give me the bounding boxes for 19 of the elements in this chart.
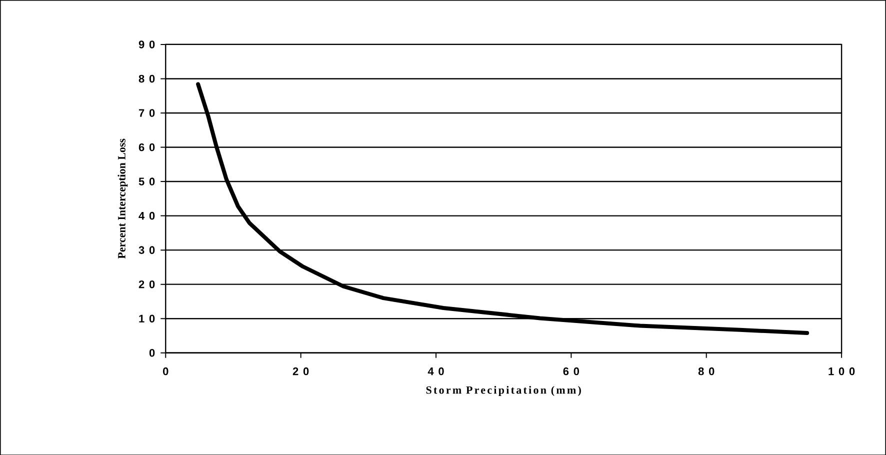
line-series	[196, 82, 810, 335]
y-tick-label: 1 0	[139, 314, 155, 322]
y-tick-label: 8 0	[138, 74, 155, 82]
y-tick-label: 5 0	[138, 177, 155, 186]
y-tick-label: 7 0	[138, 108, 155, 117]
y-tick-label: 2 0	[138, 280, 155, 288]
x-tick-label: 4 0	[428, 367, 444, 375]
y-tick-label: 4 0	[138, 212, 155, 220]
y-tick-label: 9 0	[138, 40, 155, 48]
x-tick-label: 8 0	[698, 367, 714, 375]
x-tick-label: 0	[163, 367, 168, 375]
x-tick-label: 6 0	[563, 367, 580, 375]
x-axis-title: Storm Precipitation (mm)	[426, 386, 581, 396]
x-tick-label: 2 0	[292, 367, 309, 375]
y-tick-label: 6 0	[138, 143, 155, 151]
x-tick-label: 1 0 0	[828, 367, 855, 375]
y-tick-label: 0	[149, 348, 155, 357]
y-axis-title: Percent Interception Loss	[118, 138, 128, 258]
y-tick-label: 3 0	[138, 246, 155, 254]
